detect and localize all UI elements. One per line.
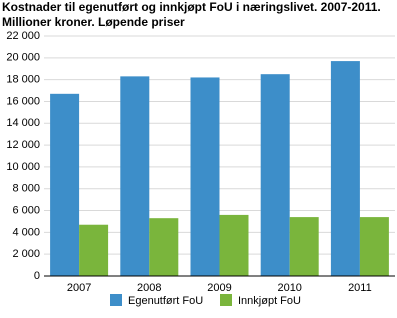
bar — [359, 217, 389, 276]
bar — [260, 74, 290, 276]
x-tick-label: 2008 — [137, 282, 161, 294]
legend-swatch — [110, 294, 122, 306]
y-tick-label: 4 000 — [12, 226, 40, 238]
x-tick-label: 2009 — [207, 282, 231, 294]
y-tick-label: 6 000 — [12, 204, 40, 216]
y-tick-label: 10 000 — [6, 161, 40, 173]
y-tick-label: 0 — [34, 270, 40, 282]
bar — [50, 93, 80, 277]
bar — [219, 214, 249, 276]
x-tick-label: 2007 — [67, 282, 91, 294]
bar — [289, 217, 319, 276]
chart-subtitle: Millioner kroner. Løpende priser — [2, 15, 185, 29]
y-tick-label: 18 000 — [6, 74, 40, 86]
bar — [149, 218, 179, 276]
bar — [79, 224, 109, 276]
y-tick-label: 14 000 — [6, 117, 40, 129]
y-tick-label: 20 000 — [6, 52, 40, 64]
y-tick-label: 16 000 — [6, 95, 40, 107]
bar — [190, 77, 220, 276]
x-tick-label: 2010 — [277, 282, 301, 294]
chart-title: Kostnader til egenutført og innkjøpt FoU… — [2, 0, 381, 14]
y-tick-label: 12 000 — [6, 139, 40, 151]
bar — [120, 76, 150, 276]
y-tick-label: 2 000 — [12, 248, 40, 260]
legend-swatch — [220, 294, 232, 306]
x-tick-label: 2011 — [348, 282, 372, 294]
bar — [330, 61, 360, 276]
legend-label: Innkjøpt FoU — [238, 295, 301, 307]
legend-label: Egenutført FoU — [128, 295, 203, 307]
y-tick-label: 8 000 — [12, 183, 40, 195]
y-tick-label: 22 000 — [6, 30, 40, 42]
